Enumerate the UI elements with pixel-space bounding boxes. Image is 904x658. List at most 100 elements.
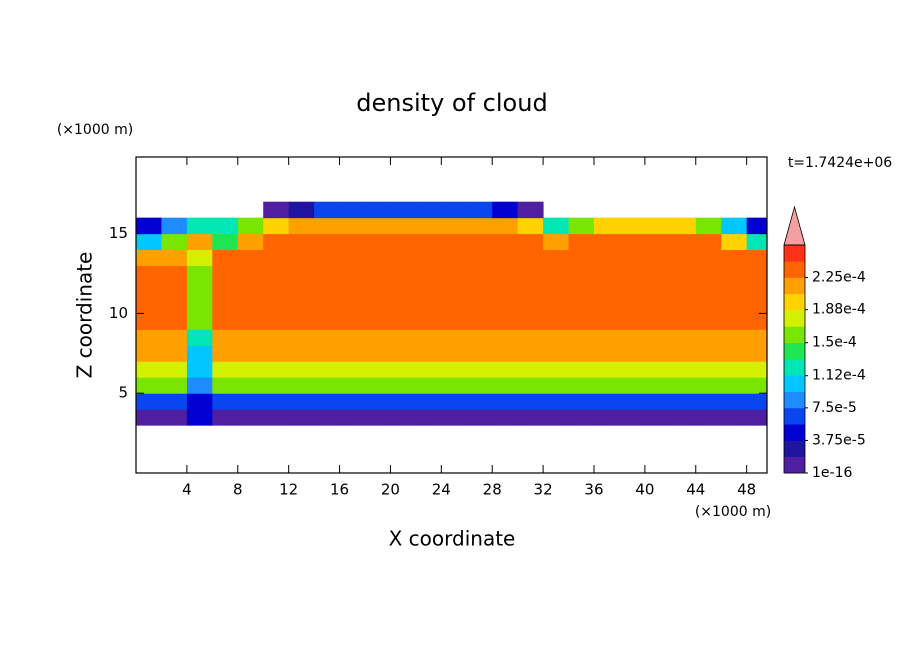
contour-cell	[517, 393, 544, 410]
contour-cell	[492, 393, 519, 410]
colorbar-band	[784, 456, 805, 474]
contour-cell	[721, 265, 748, 282]
contour-cell	[136, 249, 162, 267]
x-tick-label: 4	[182, 481, 192, 499]
contour-cell	[593, 345, 620, 362]
contour-cell	[339, 217, 366, 235]
contour-cell	[161, 313, 188, 330]
contour-cell	[517, 345, 544, 362]
contour-cell	[415, 201, 442, 219]
contour-field	[136, 201, 767, 426]
contour-cell	[314, 233, 341, 251]
contour-cell	[288, 217, 315, 235]
contour-cell	[364, 281, 391, 298]
contour-cell	[644, 265, 671, 282]
contour-cell	[186, 233, 213, 251]
contour-cell	[593, 393, 620, 410]
contour-cell	[161, 281, 188, 298]
contour-cell	[721, 313, 748, 330]
contour-cell	[517, 281, 544, 298]
contour-cell	[314, 377, 341, 394]
contour-cell	[390, 201, 417, 219]
contour-cell	[186, 393, 213, 410]
contour-cell	[619, 233, 646, 251]
contour-cell	[543, 313, 570, 330]
contour-cell	[288, 329, 315, 346]
contour-cell	[186, 409, 213, 426]
contour-cell	[695, 249, 722, 267]
contour-cell	[339, 361, 366, 378]
contour-cell	[136, 409, 162, 426]
contour-cell	[492, 329, 519, 346]
x-unit: (×1000 m)	[695, 504, 771, 520]
contour-cell	[161, 297, 188, 314]
contour-cell	[492, 201, 519, 219]
contour-cell	[619, 409, 646, 426]
plot-frame	[135, 156, 768, 474]
contour-cell	[390, 329, 417, 346]
contour-cell	[136, 265, 162, 282]
contour-cell	[263, 377, 290, 394]
contour-cell	[568, 393, 595, 410]
contour-cell	[619, 313, 646, 330]
contour-cell	[415, 313, 442, 330]
contour-cell	[670, 361, 697, 378]
contour-cell	[619, 265, 646, 282]
contour-cell	[543, 393, 570, 410]
contour-cell	[390, 393, 417, 410]
contour-cell	[721, 377, 748, 394]
contour-cell	[441, 217, 468, 235]
contour-cell	[390, 377, 417, 394]
contour-cell	[263, 249, 290, 267]
contour-cell	[186, 361, 213, 378]
contour-cell	[543, 377, 570, 394]
contour-cell	[721, 345, 748, 362]
contour-cell	[670, 377, 697, 394]
contour-cell	[619, 345, 646, 362]
contour-cell	[466, 265, 493, 282]
contour-cell	[415, 233, 442, 251]
contour-cell	[568, 281, 595, 298]
contour-cell	[492, 361, 519, 378]
contour-cell	[543, 217, 570, 235]
contour-cell	[314, 201, 341, 219]
contour-cell	[441, 329, 468, 346]
contour-cell	[746, 281, 767, 298]
contour-cell	[670, 217, 697, 235]
contour-cell	[186, 297, 213, 314]
contour-cell	[492, 217, 519, 235]
contour-cell	[746, 329, 767, 346]
contour-cell	[263, 329, 290, 346]
contour-cell	[568, 265, 595, 282]
contour-cell	[695, 393, 722, 410]
contour-cell	[670, 281, 697, 298]
colorbar-band	[784, 245, 805, 262]
contour-cell	[161, 233, 188, 251]
contour-cell	[593, 377, 620, 394]
contour-cell	[568, 249, 595, 267]
contour-cell	[593, 281, 620, 298]
x-tick-label: 40	[635, 481, 654, 499]
contour-cell	[543, 281, 570, 298]
contour-cell	[237, 233, 264, 251]
contour-cell	[517, 329, 544, 346]
contour-cell	[695, 297, 722, 314]
contour-cell	[568, 217, 595, 235]
contour-cell	[212, 409, 239, 426]
colorbar-band	[784, 440, 805, 458]
contour-cell	[415, 361, 442, 378]
contour-cell	[619, 393, 646, 410]
contour-cell	[288, 233, 315, 251]
colorbar-band	[784, 407, 805, 425]
contour-cell	[161, 249, 188, 267]
x-tick-label: 28	[483, 481, 502, 499]
contour-cell	[466, 217, 493, 235]
contour-cell	[593, 217, 620, 235]
contour-cell	[237, 329, 264, 346]
contour-cell	[339, 281, 366, 298]
contour-cell	[568, 329, 595, 346]
contour-cell	[543, 345, 570, 362]
contour-cell	[415, 265, 442, 282]
contour-cell	[619, 217, 646, 235]
